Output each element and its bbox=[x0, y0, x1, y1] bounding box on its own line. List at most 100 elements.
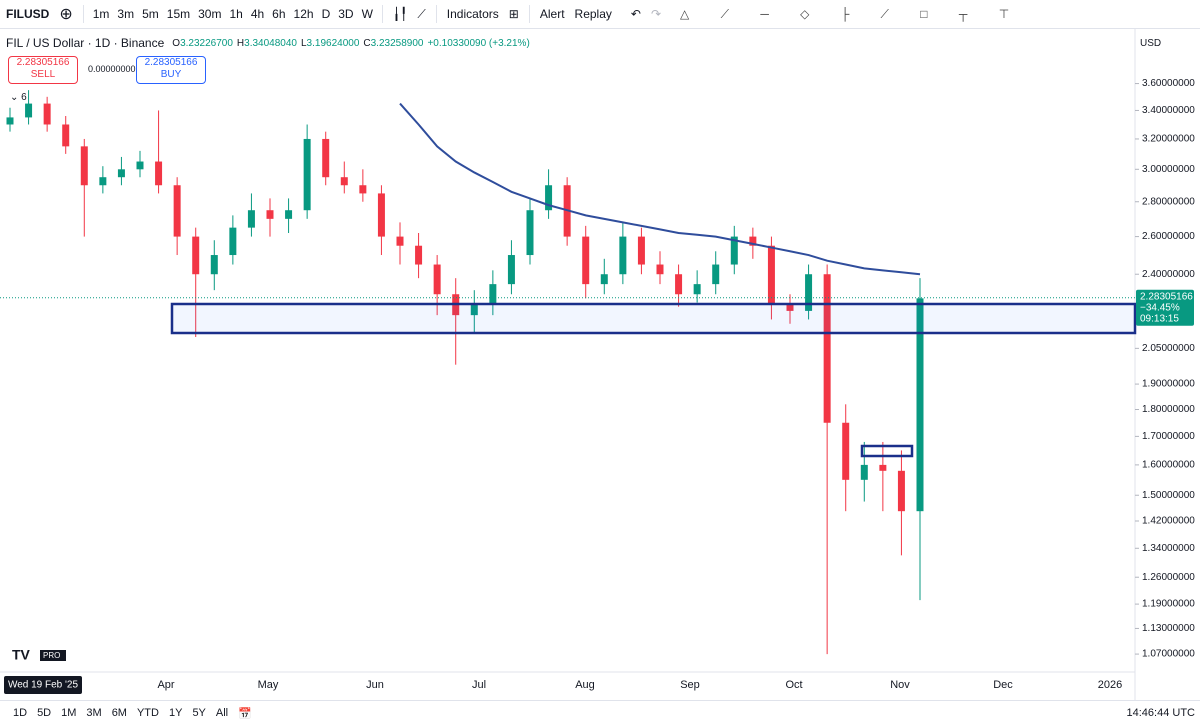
range[interactable]: 6M bbox=[111, 707, 127, 719]
ohlc-key: C bbox=[363, 37, 371, 49]
interval[interactable]: 30m bbox=[198, 7, 222, 21]
x-tick-label: Jul bbox=[472, 679, 486, 691]
undo[interactable]: ↶ bbox=[630, 7, 641, 21]
indicators-button[interactable]: Indicators bbox=[446, 7, 499, 21]
range[interactable]: 5D bbox=[37, 707, 52, 719]
candle-body bbox=[117, 169, 125, 178]
candle-body bbox=[6, 117, 14, 125]
y-tick-label: 1.19000000 bbox=[1142, 599, 1195, 610]
indicator-count[interactable]: ⌄ 6 bbox=[10, 92, 27, 103]
candle-body bbox=[155, 161, 163, 186]
add-symbol[interactable]: ⊕ bbox=[59, 6, 73, 23]
candle-body bbox=[25, 103, 33, 118]
range[interactable]: 1D bbox=[13, 707, 28, 719]
moving-average bbox=[399, 102, 921, 276]
candle-body bbox=[396, 236, 404, 246]
indicator-count-value: 6 bbox=[21, 92, 27, 103]
interval[interactable]: 5m bbox=[142, 7, 159, 21]
candle-body bbox=[99, 177, 107, 186]
countdown: 09:13:15 bbox=[1140, 313, 1179, 324]
candle-body bbox=[359, 185, 367, 194]
range[interactable]: 1Y bbox=[168, 707, 183, 719]
redo[interactable]: ↷ bbox=[650, 7, 662, 21]
x-tick-label: Aug bbox=[575, 679, 595, 691]
chart-type[interactable]: ╽╿ bbox=[392, 7, 408, 21]
chart-style[interactable]: ⟋ bbox=[417, 6, 426, 21]
clock: 14:46:44 UTC bbox=[1126, 707, 1195, 719]
range[interactable]: All bbox=[215, 707, 229, 719]
interval[interactable]: 15m bbox=[166, 7, 191, 21]
y-tick-label: 3.20000000 bbox=[1142, 134, 1195, 145]
interval[interactable]: 1h bbox=[229, 7, 243, 21]
range[interactable]: 3M bbox=[86, 707, 102, 719]
interval[interactable]: 3D bbox=[338, 7, 354, 21]
interval[interactable]: 1m bbox=[92, 7, 110, 21]
ohlc-value: 3.34048040 bbox=[244, 37, 297, 49]
symbol[interactable]: FILUSD bbox=[6, 7, 50, 21]
candle-body bbox=[656, 264, 664, 275]
candle-body bbox=[229, 227, 237, 256]
x-tick-label: Oct bbox=[785, 679, 802, 691]
bottom-toolbar: 1D 5D 1M 3M 6M YTD 1Y 5Y All 📅 14:46:44 UTC bbox=[0, 700, 1200, 725]
drawing-tools[interactable]: △ ⟋ ─ ◇ ├ ⟋ □ ┬ ⊤ bbox=[680, 6, 1024, 21]
interval[interactable]: W bbox=[361, 7, 373, 21]
zone-drawing[interactable] bbox=[860, 444, 914, 458]
currency[interactable]: USD bbox=[1140, 38, 1162, 49]
candle-body bbox=[415, 245, 423, 265]
date-range[interactable]: 📅 bbox=[238, 707, 252, 720]
x-tick-label: Apr bbox=[157, 679, 174, 691]
sell-price: 2.28305166 bbox=[16, 57, 70, 68]
buy-button[interactable]: 2.28305166 BUY bbox=[136, 56, 206, 84]
range[interactable]: 1M bbox=[61, 707, 77, 719]
intervals: 1m 3m 5m 15m 30m 1h 4h 6h 12h D 3D W bbox=[89, 7, 377, 21]
ranges: 1D 5D 1M 3M 6M YTD 1Y 5Y All bbox=[8, 707, 233, 719]
templates[interactable]: ⊞ bbox=[508, 7, 519, 21]
interval[interactable]: 3m bbox=[117, 7, 135, 21]
candle-body bbox=[767, 245, 775, 305]
separator bbox=[82, 5, 84, 23]
ohlc-key: L bbox=[300, 37, 307, 49]
crosshair-date-bg bbox=[4, 676, 82, 694]
zone-drawing[interactable] bbox=[170, 302, 1137, 335]
candle-body bbox=[285, 210, 293, 219]
spread: 0.00000000 bbox=[88, 64, 136, 74]
y-tick-label: 2.60000000 bbox=[1142, 231, 1195, 242]
interval[interactable]: 4h bbox=[250, 7, 265, 21]
last-change: −34.45% bbox=[1140, 302, 1180, 313]
candle-body bbox=[619, 236, 627, 275]
interval[interactable]: D bbox=[321, 7, 331, 21]
interval[interactable]: 12h bbox=[293, 7, 314, 21]
candle-body bbox=[489, 284, 497, 305]
crosshair-date: Wed 19 Feb '25 bbox=[8, 680, 79, 691]
candle-body bbox=[303, 138, 311, 211]
interval[interactable]: 6h bbox=[272, 7, 286, 21]
candle-body bbox=[823, 274, 831, 423]
last-price-box bbox=[1136, 289, 1194, 326]
x-tick-label: Dec bbox=[993, 679, 1013, 691]
change: +0.10330090 (+3.21%) bbox=[427, 37, 530, 49]
ohlc-key: H bbox=[236, 37, 245, 49]
y-tick-label: 1.13000000 bbox=[1142, 623, 1195, 634]
candle-body bbox=[210, 255, 218, 275]
buy-price: 2.28305166 bbox=[144, 57, 198, 68]
ohlc-key: O bbox=[172, 37, 181, 49]
buy-label: BUY bbox=[160, 69, 182, 80]
candle-body bbox=[842, 422, 850, 480]
candle-body bbox=[860, 464, 868, 480]
candle-body bbox=[805, 274, 813, 311]
range[interactable]: YTD bbox=[136, 707, 159, 719]
svg-text:PRO: PRO bbox=[43, 651, 60, 660]
range[interactable]: 5Y bbox=[192, 707, 206, 719]
sell-button[interactable]: 2.28305166 SELL bbox=[8, 56, 78, 84]
separator bbox=[435, 5, 437, 23]
replay-button[interactable]: Replay bbox=[574, 7, 612, 21]
alert-button[interactable]: Alert bbox=[539, 7, 565, 21]
candle-body bbox=[433, 264, 441, 295]
candle-body bbox=[897, 470, 905, 512]
x-tick-label: Sep bbox=[680, 679, 700, 691]
candle-body bbox=[730, 236, 738, 265]
legend: FIL / US Dollar · 1D · Binance O 3.232267… bbox=[6, 36, 534, 50]
tv-logo: TV PRO bbox=[12, 647, 66, 663]
candle-body bbox=[136, 161, 144, 170]
